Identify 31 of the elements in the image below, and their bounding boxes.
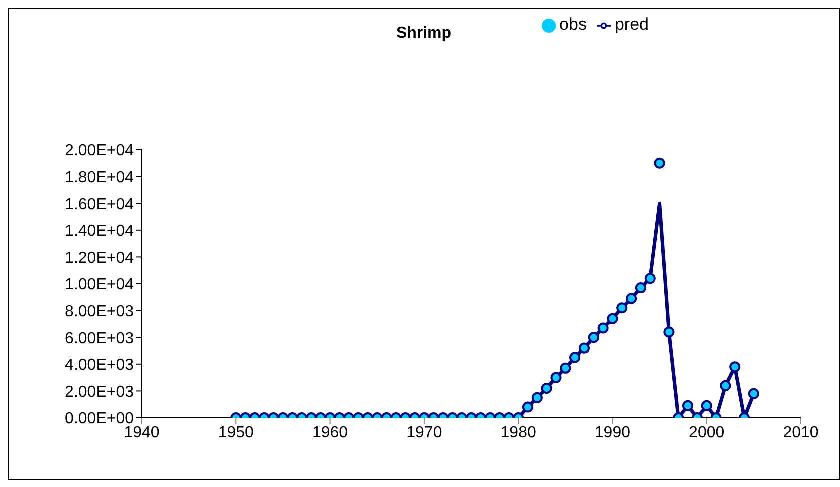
x-tick-label: 1970 bbox=[406, 424, 442, 442]
y-tick-label: 8.00E+03 bbox=[65, 303, 134, 320]
y-tick-label: 1.40E+04 bbox=[65, 223, 134, 240]
legend-label: obs bbox=[560, 15, 587, 34]
y-tick-label: 4.00E+03 bbox=[65, 357, 134, 374]
x-tick-label: 2000 bbox=[689, 424, 725, 442]
point bbox=[588, 332, 600, 344]
point bbox=[635, 282, 646, 294]
y-tick-label: 1.20E+04 bbox=[65, 250, 134, 267]
y-tick-label: 2.00E+03 bbox=[65, 384, 134, 401]
x-tick-label: 1990 bbox=[594, 424, 631, 442]
point bbox=[644, 273, 656, 284]
point bbox=[578, 342, 590, 354]
point bbox=[626, 293, 638, 304]
y-tick-label: 6.00E+03 bbox=[65, 330, 134, 348]
x-tick-label: 2010 bbox=[783, 424, 819, 442]
chart-title: Shrimp bbox=[396, 25, 452, 42]
point bbox=[664, 326, 675, 338]
point bbox=[560, 362, 572, 374]
point bbox=[570, 352, 581, 364]
y-tick-label: 1.00E+04 bbox=[65, 276, 134, 294]
x-tick-label: 1960 bbox=[312, 424, 348, 442]
point bbox=[598, 322, 609, 334]
x-tick-label: 1950 bbox=[218, 424, 254, 442]
legend-label: pred bbox=[614, 15, 649, 34]
point bbox=[616, 302, 628, 314]
x-tick-label: 1980 bbox=[500, 424, 536, 442]
y-tick-label: 1.60E+04 bbox=[65, 196, 134, 214]
y-tick-label: 2.00E+04 bbox=[65, 142, 134, 160]
y-tick-label: 1.80E+04 bbox=[65, 169, 134, 186]
point bbox=[607, 313, 618, 324]
